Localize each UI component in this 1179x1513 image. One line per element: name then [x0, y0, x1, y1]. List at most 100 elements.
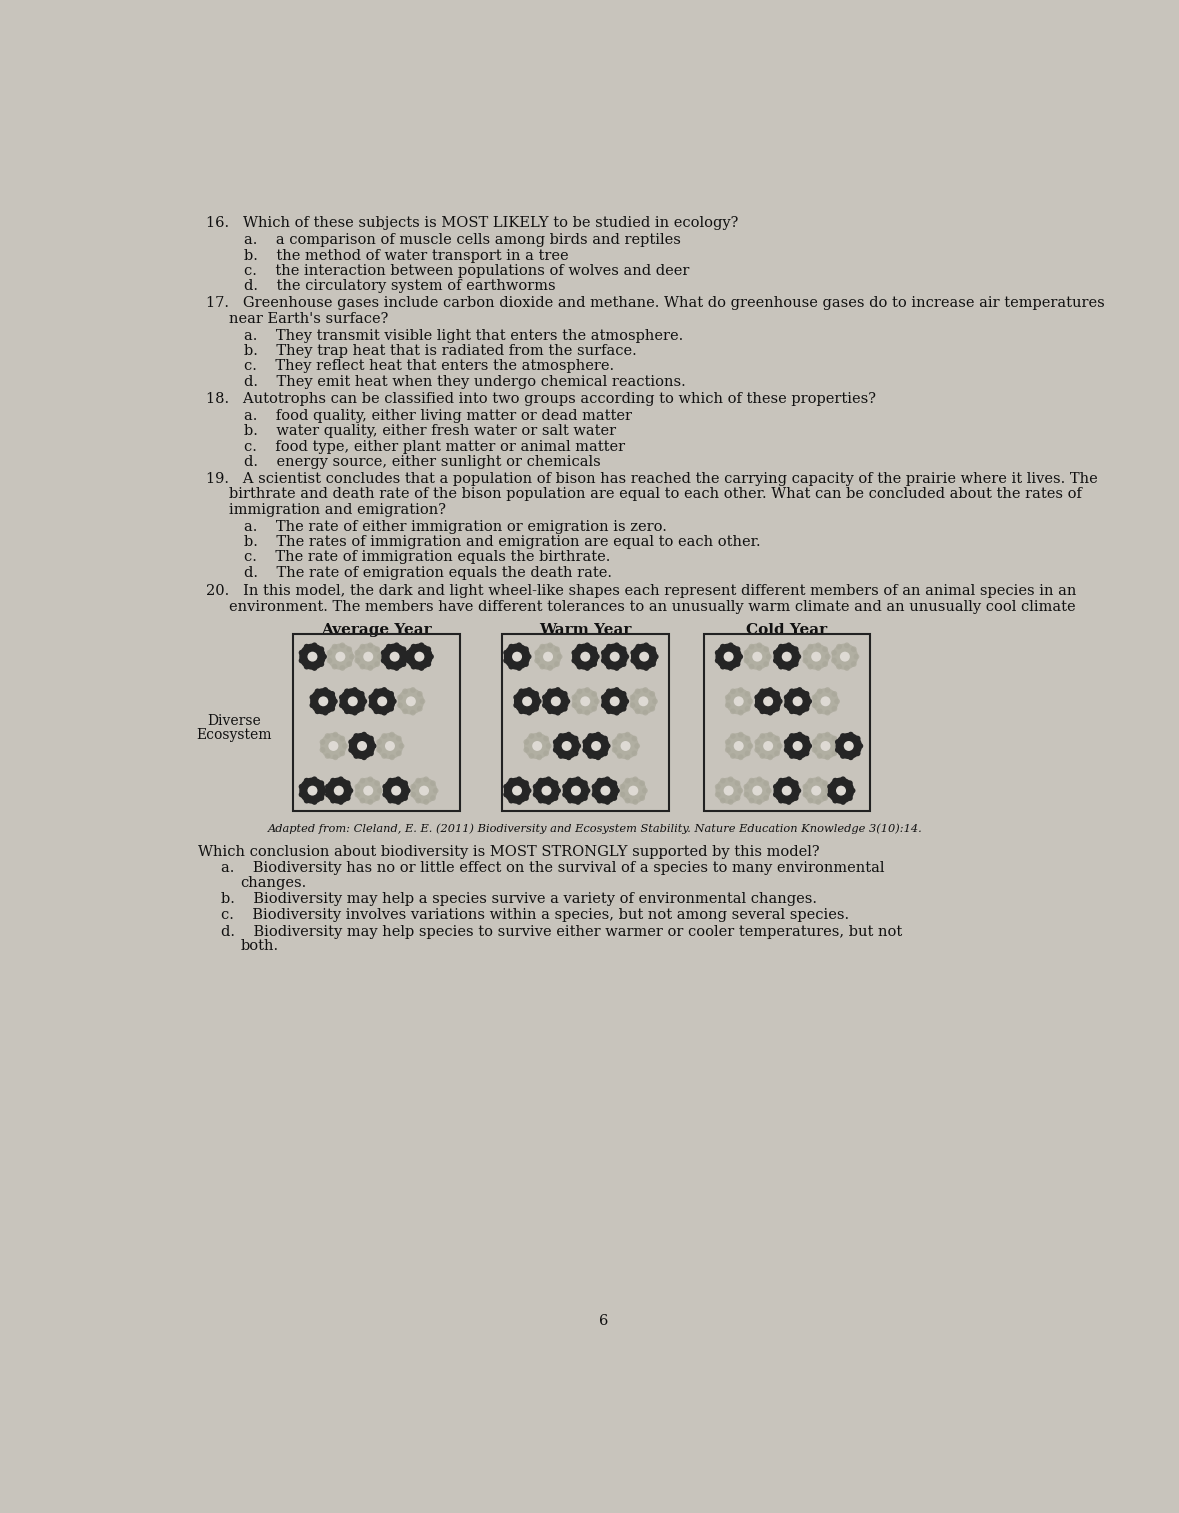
- Circle shape: [606, 688, 612, 694]
- Circle shape: [824, 710, 830, 716]
- Circle shape: [620, 646, 626, 652]
- Circle shape: [775, 691, 780, 697]
- Circle shape: [328, 643, 354, 670]
- Circle shape: [355, 791, 361, 797]
- Circle shape: [381, 710, 387, 716]
- Bar: [294, 634, 460, 811]
- Circle shape: [534, 649, 540, 655]
- Circle shape: [625, 797, 631, 803]
- Circle shape: [523, 747, 529, 753]
- Circle shape: [625, 732, 631, 737]
- Circle shape: [835, 747, 841, 753]
- Text: d.    the circulatory system of earthworms: d. the circulatory system of earthworms: [244, 280, 555, 294]
- Circle shape: [388, 707, 394, 711]
- Circle shape: [817, 708, 823, 714]
- Circle shape: [612, 796, 617, 800]
- Circle shape: [759, 688, 765, 694]
- Circle shape: [730, 734, 736, 738]
- Circle shape: [310, 688, 336, 714]
- Circle shape: [533, 784, 539, 790]
- Circle shape: [784, 747, 790, 753]
- Circle shape: [841, 753, 845, 760]
- Circle shape: [757, 643, 762, 648]
- Circle shape: [744, 778, 770, 803]
- Circle shape: [572, 688, 599, 714]
- Circle shape: [582, 747, 588, 753]
- Circle shape: [808, 778, 814, 784]
- Circle shape: [516, 776, 522, 782]
- Circle shape: [730, 708, 736, 714]
- Circle shape: [395, 776, 401, 782]
- Circle shape: [534, 658, 540, 664]
- Circle shape: [606, 708, 612, 714]
- Circle shape: [804, 735, 809, 741]
- Circle shape: [773, 643, 799, 670]
- Circle shape: [835, 740, 841, 744]
- Circle shape: [575, 743, 581, 749]
- Circle shape: [600, 785, 611, 796]
- Circle shape: [632, 799, 638, 805]
- Circle shape: [363, 785, 374, 796]
- Circle shape: [620, 691, 626, 697]
- Circle shape: [595, 755, 601, 760]
- Circle shape: [566, 755, 572, 760]
- Circle shape: [414, 652, 424, 661]
- Circle shape: [547, 643, 553, 648]
- Circle shape: [410, 778, 437, 803]
- Circle shape: [406, 658, 411, 664]
- Circle shape: [327, 649, 332, 655]
- Text: Cold Year: Cold Year: [746, 623, 828, 637]
- Circle shape: [763, 796, 769, 800]
- Circle shape: [397, 694, 403, 701]
- Circle shape: [735, 781, 740, 787]
- Circle shape: [410, 710, 416, 716]
- Text: b.    Biodiversity may help a species survive a variety of environmental changes: b. Biodiversity may help a species survi…: [220, 893, 817, 906]
- Circle shape: [634, 688, 640, 694]
- Circle shape: [406, 696, 416, 707]
- Circle shape: [792, 781, 798, 787]
- Circle shape: [539, 645, 545, 649]
- Circle shape: [591, 691, 597, 697]
- Text: both.: both.: [241, 940, 278, 953]
- Text: d.    They emit heat when they undergo chemical reactions.: d. They emit heat when they undergo chem…: [244, 375, 686, 389]
- Circle shape: [320, 747, 325, 753]
- Circle shape: [396, 735, 402, 741]
- Circle shape: [784, 702, 790, 708]
- Circle shape: [835, 743, 839, 749]
- Circle shape: [304, 797, 310, 803]
- Circle shape: [298, 658, 304, 664]
- Circle shape: [614, 666, 620, 670]
- Circle shape: [789, 708, 795, 714]
- Circle shape: [778, 778, 784, 784]
- Circle shape: [601, 694, 607, 701]
- Circle shape: [854, 654, 859, 660]
- Circle shape: [330, 778, 336, 784]
- Circle shape: [605, 776, 611, 782]
- Circle shape: [519, 708, 525, 714]
- Circle shape: [831, 658, 837, 664]
- Circle shape: [635, 645, 641, 649]
- Text: 17.   Greenhouse gases include carbon dioxide and methane. What do greenhouse ga: 17. Greenhouse gases include carbon diox…: [205, 297, 1105, 310]
- Circle shape: [340, 735, 345, 741]
- Circle shape: [575, 776, 581, 782]
- Circle shape: [792, 696, 803, 707]
- Circle shape: [539, 664, 545, 670]
- Circle shape: [803, 784, 808, 790]
- Circle shape: [572, 702, 578, 708]
- Circle shape: [572, 694, 578, 701]
- Circle shape: [368, 643, 374, 648]
- Text: b.    They trap heat that is radiated from the surface.: b. They trap heat that is radiated from …: [244, 343, 637, 359]
- Circle shape: [822, 796, 828, 800]
- Circle shape: [332, 755, 338, 760]
- Circle shape: [624, 654, 630, 660]
- Circle shape: [619, 784, 625, 790]
- Circle shape: [428, 654, 434, 660]
- Circle shape: [744, 649, 750, 655]
- Circle shape: [430, 781, 436, 787]
- Text: c.    the interaction between populations of wolves and deer: c. the interaction between populations o…: [244, 263, 690, 278]
- Circle shape: [389, 732, 395, 737]
- Circle shape: [786, 643, 791, 648]
- Circle shape: [508, 778, 514, 784]
- Circle shape: [775, 735, 780, 741]
- Circle shape: [602, 750, 608, 756]
